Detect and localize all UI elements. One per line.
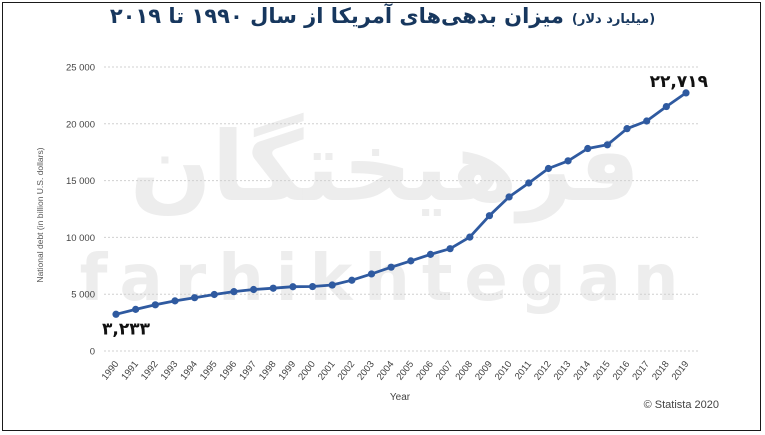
data-point-1991 (132, 305, 140, 313)
annotations: ۳,۲۳۳ ۲۲,۷۱۹ (102, 72, 709, 339)
x-tick-label: 2003 (355, 359, 377, 382)
x-tick-label: 2007 (434, 359, 456, 382)
x-tick-label: 2013 (552, 359, 574, 382)
source-credit: © Statista 2020 (643, 399, 719, 411)
chart-title-row: میزان بدهی‌های آمریکا از سال ۱۹۹۰ تا ۲۰۱… (0, 4, 765, 38)
x-tick-label: 2009 (473, 359, 495, 382)
chart-title: میزان بدهی‌های آمریکا از سال ۱۹۹۰ تا ۲۰۱… (109, 4, 564, 28)
x-tick-label: 1991 (119, 359, 141, 382)
data-point-1997 (249, 285, 258, 294)
y-axis-ticks: 0 5 000 10 000 15 000 20 000 25 000 (66, 63, 95, 358)
x-tick-label: 1999 (277, 359, 299, 382)
x-tick-label: 2004 (375, 359, 397, 382)
watermark-persian: فرهیختگان (130, 111, 641, 223)
x-tick-label: 1995 (198, 359, 220, 382)
y-tick-label: 20 000 (66, 119, 95, 130)
x-tick-label: 1998 (257, 359, 279, 382)
data-point-2003 (367, 270, 376, 278)
x-tick-label: 2012 (532, 359, 554, 382)
x-tick-label: 2010 (493, 359, 515, 382)
annotation-1990: ۳,۲۳۳ (102, 319, 151, 339)
data-point-2011 (525, 179, 533, 187)
y-tick-label: 0 (90, 347, 95, 358)
data-point-2014 (584, 144, 592, 153)
x-tick-label: 1990 (100, 359, 122, 382)
x-tick-label: 2008 (453, 359, 475, 382)
x-tick-label: 2001 (316, 359, 338, 382)
data-point-2012 (544, 164, 553, 173)
data-point-2015 (603, 141, 611, 149)
data-point-1992 (151, 301, 159, 309)
x-axis-label: Year (390, 392, 411, 403)
x-tick-label: 2015 (591, 359, 613, 382)
data-point-1990 (112, 310, 120, 318)
data-point-2010 (505, 193, 513, 201)
chart-unit: (میلیارد دلار) (571, 12, 656, 27)
watermark-latin: farhikhtegan (80, 242, 691, 316)
data-point-2001 (328, 281, 336, 289)
data-point-2018 (662, 102, 670, 111)
data-point-2006 (426, 250, 435, 258)
x-tick-label: 1993 (159, 359, 181, 382)
data-point-2019 (682, 89, 690, 97)
y-tick-label: 15 000 (66, 176, 95, 187)
data-point-2000 (308, 282, 317, 291)
watermark: فرهیختگان farhikhtegan (80, 111, 691, 316)
x-tick-label: 2006 (414, 359, 436, 382)
x-tick-label: 1997 (237, 359, 259, 382)
data-point-1993 (171, 297, 179, 305)
data-points (112, 89, 690, 318)
grid (104, 66, 700, 352)
data-point-1996 (230, 288, 238, 296)
data-point-1994 (191, 294, 199, 302)
y-tick-label: 5 000 (71, 290, 95, 301)
x-tick-label: 2017 (630, 359, 652, 382)
y-tick-label: 10 000 (66, 233, 95, 244)
x-tick-label: 2005 (395, 359, 417, 382)
data-point-2008 (466, 233, 474, 241)
data-point-2017 (643, 117, 651, 125)
data-point-2009 (485, 212, 494, 220)
x-tick-label: 1994 (178, 359, 200, 382)
x-tick-label: 2018 (650, 359, 672, 382)
x-tick-label: 2016 (611, 359, 633, 382)
annotation-2019: ۲۲,۷۱۹ (650, 72, 709, 92)
x-tick-label: 1992 (139, 359, 161, 382)
data-point-2016 (623, 125, 631, 133)
x-tick-label: 2019 (670, 359, 692, 382)
x-tick-label: 2014 (571, 359, 593, 382)
x-tick-label: 2002 (336, 359, 358, 382)
data-point-1998 (269, 284, 277, 292)
data-point-2013 (564, 157, 572, 165)
x-tick-label: 2011 (513, 359, 534, 382)
data-point-1995 (210, 290, 218, 299)
x-axis-ticks: 1990199119921993199419951996199719981999… (100, 359, 692, 382)
data-point-2005 (407, 257, 415, 265)
data-point-1999 (289, 283, 297, 291)
y-tick-label: 25 000 (66, 63, 95, 74)
x-tick-label: 1996 (218, 359, 240, 382)
data-point-2007 (446, 245, 454, 253)
y-axis-label: National debt (in billion U.S. dollars) (35, 147, 45, 282)
data-point-2002 (348, 276, 356, 284)
x-tick-label: 2000 (296, 359, 318, 382)
data-point-2004 (387, 263, 395, 271)
image-frame (2, 2, 761, 431)
